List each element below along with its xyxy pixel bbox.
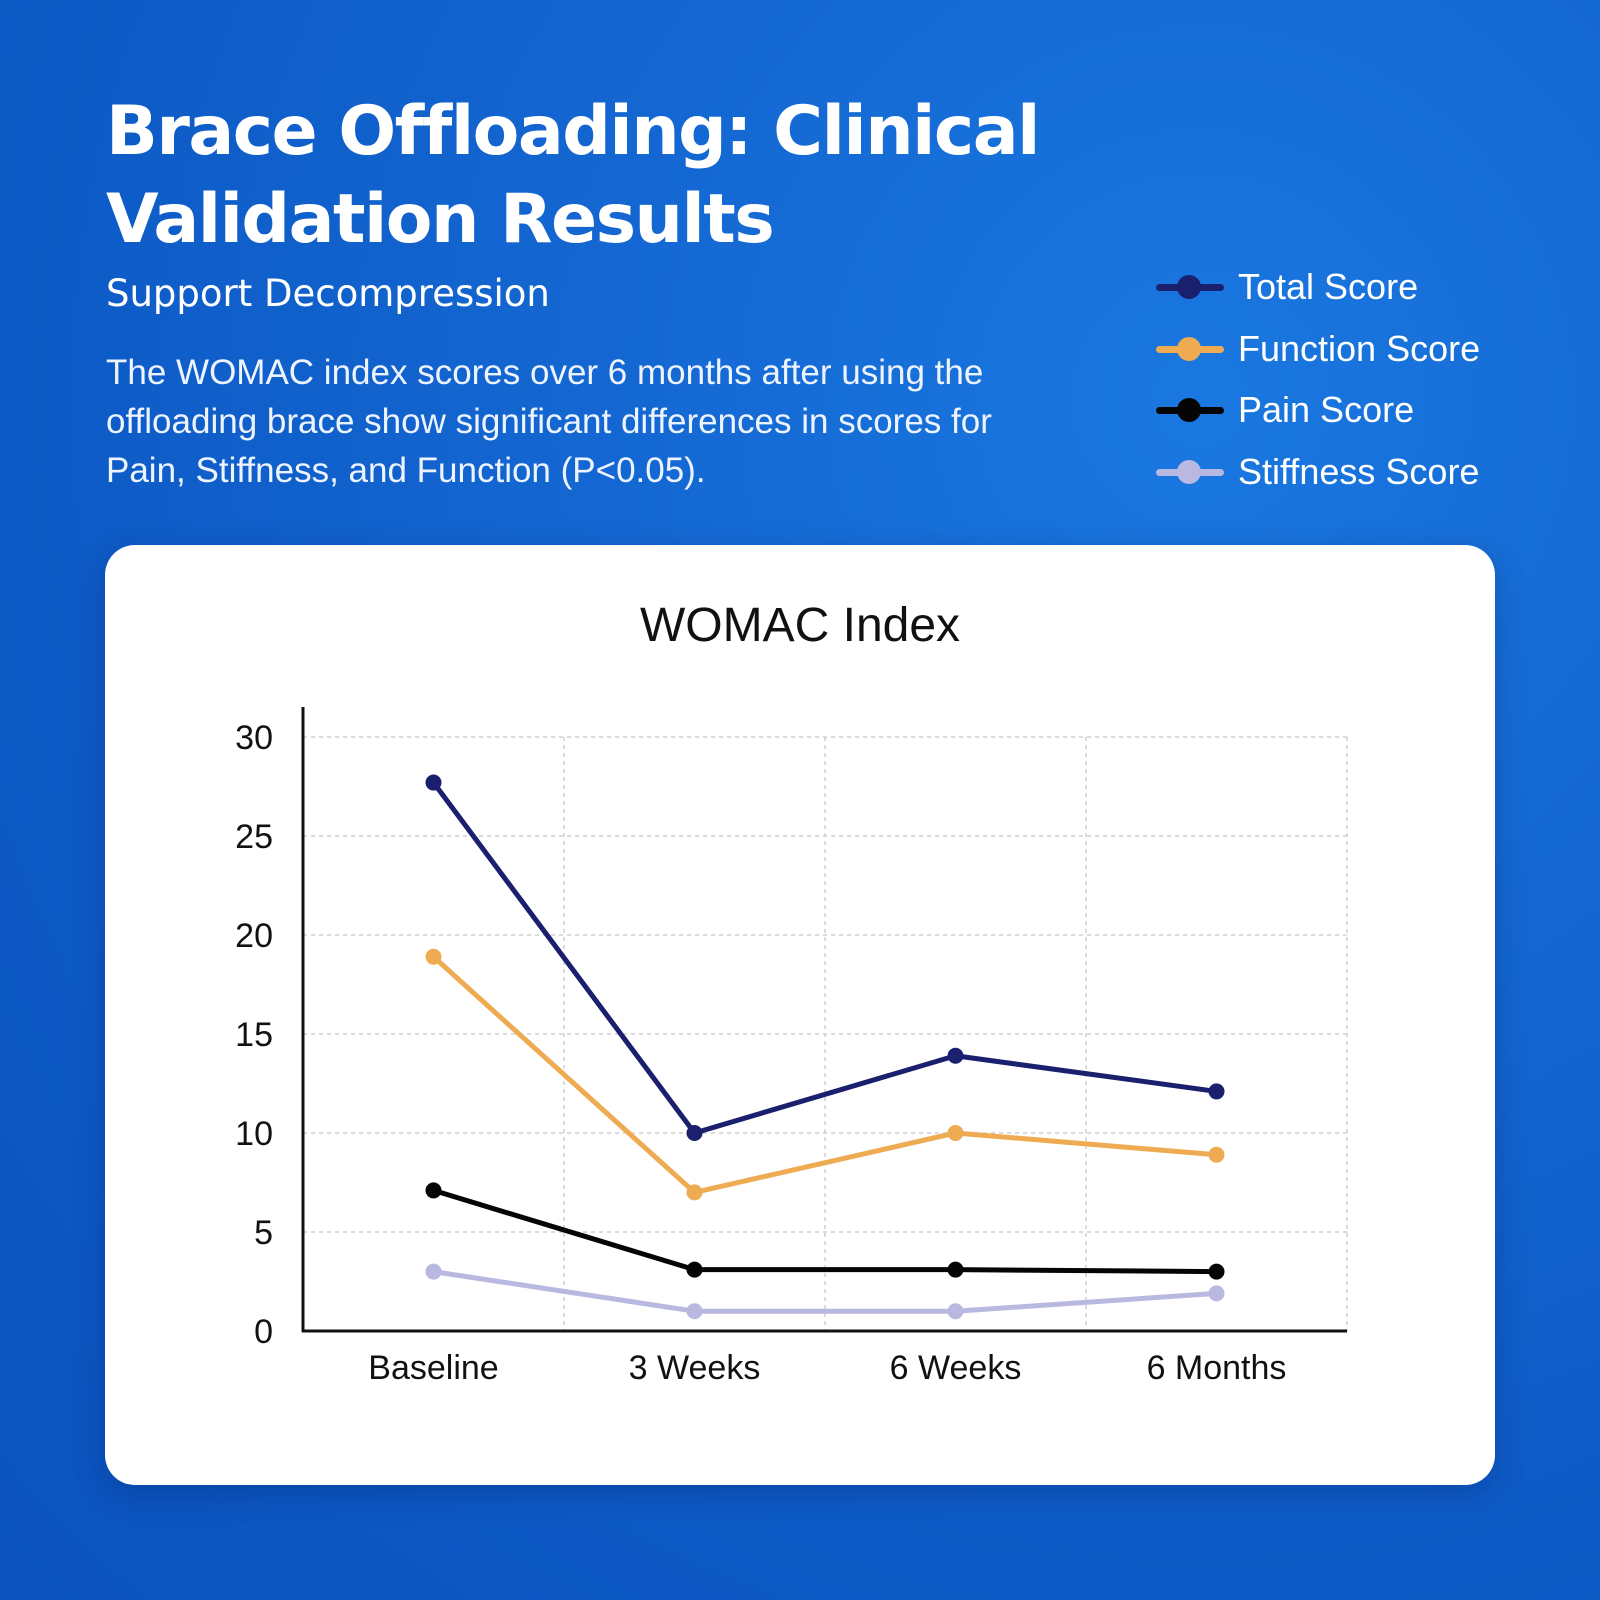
data-point-total-score-3-weeks[interactable] [686,1125,703,1141]
legend-label-function-score: Function Score [1238,327,1481,369]
data-point-function-score-6-months[interactable] [1208,1146,1225,1163]
legend-marker-pain-score [1177,398,1201,422]
data-point-total-score-baseline[interactable] [425,774,442,791]
chart-series [425,774,1225,1320]
page-title: Brace Offloading: Clinical Validation Re… [106,92,1040,259]
chart-title: WOMAC Index [640,599,960,652]
page-subtitle: Support Decompression [106,272,550,315]
legend-label-pain-score: Pain Score [1238,389,1415,430]
y-tick-label-0: 0 [254,1313,273,1351]
series-line-pain-score [431,1187,1219,1275]
data-point-function-score-baseline[interactable] [425,948,442,965]
series-pain-score [425,1182,1225,1280]
page-description: The WOMAC index scores over 6 months aft… [106,353,992,490]
data-point-function-score-3-weeks[interactable] [686,1184,703,1201]
data-point-total-score-6-weeks[interactable] [947,1047,964,1064]
legend-label-stiffness-score: Stiffness Score [1238,450,1480,492]
series-total-score [425,774,1225,1141]
line-chart: WOMAC Index 0 5 10 15 20 25 30 Baseline 3 Weeks 6… [235,599,1348,1387]
data-point-pain-score-3-weeks[interactable] [686,1261,703,1278]
data-point-pain-score-6-months[interactable] [1208,1263,1225,1280]
x-tick-label-6-weeks: 6 Weeks [890,1349,1022,1387]
data-point-function-score-6-weeks[interactable] [947,1125,964,1141]
legend-label-total-score: Total Score [1238,266,1419,307]
data-point-stiffness-score-3-weeks[interactable] [686,1303,703,1320]
y-tick-label-30: 30 [235,719,273,757]
data-point-pain-score-6-weeks[interactable] [947,1261,964,1278]
y-tick-label-5: 5 [254,1214,273,1252]
chart-card: WOMAC Index 0 5 10 15 20 25 30 Baseline 3 Weeks 6… [105,545,1495,1485]
chart-axes [301,707,1347,1333]
series-line-stiffness-score [431,1269,1219,1314]
legend-marker-total-score [1177,275,1201,299]
series-line-total-score [431,780,1219,1136]
series-stiffness-score [425,1263,1225,1320]
y-tick-label-15: 15 [235,1016,273,1054]
x-tick-label-3-weeks: 3 Weeks [629,1349,761,1387]
data-point-stiffness-score-baseline[interactable] [425,1263,442,1280]
data-point-pain-score-baseline[interactable] [425,1182,442,1199]
x-tick-label-baseline: Baseline [368,1349,498,1387]
series-line-function-score [431,954,1219,1195]
legend-marker-function-score [1177,336,1201,361]
chart-tick-labels: 0 5 10 15 20 25 30 Baseline 3 Weeks 6 Weeks 6 Mont… [235,719,1286,1387]
y-tick-label-10: 10 [235,1115,273,1153]
series-function-score [425,948,1225,1201]
data-point-stiffness-score-6-months[interactable] [1208,1285,1225,1302]
x-tick-label-6-months: 6 Months [1147,1349,1287,1387]
data-point-stiffness-score-6-weeks[interactable] [947,1303,964,1320]
y-tick-label-25: 25 [235,818,273,856]
y-tick-label-20: 20 [235,917,273,955]
chart-grid [303,736,1348,1331]
data-point-total-score-6-months[interactable] [1208,1083,1225,1100]
legend-marker-stiffness-score [1177,459,1201,484]
